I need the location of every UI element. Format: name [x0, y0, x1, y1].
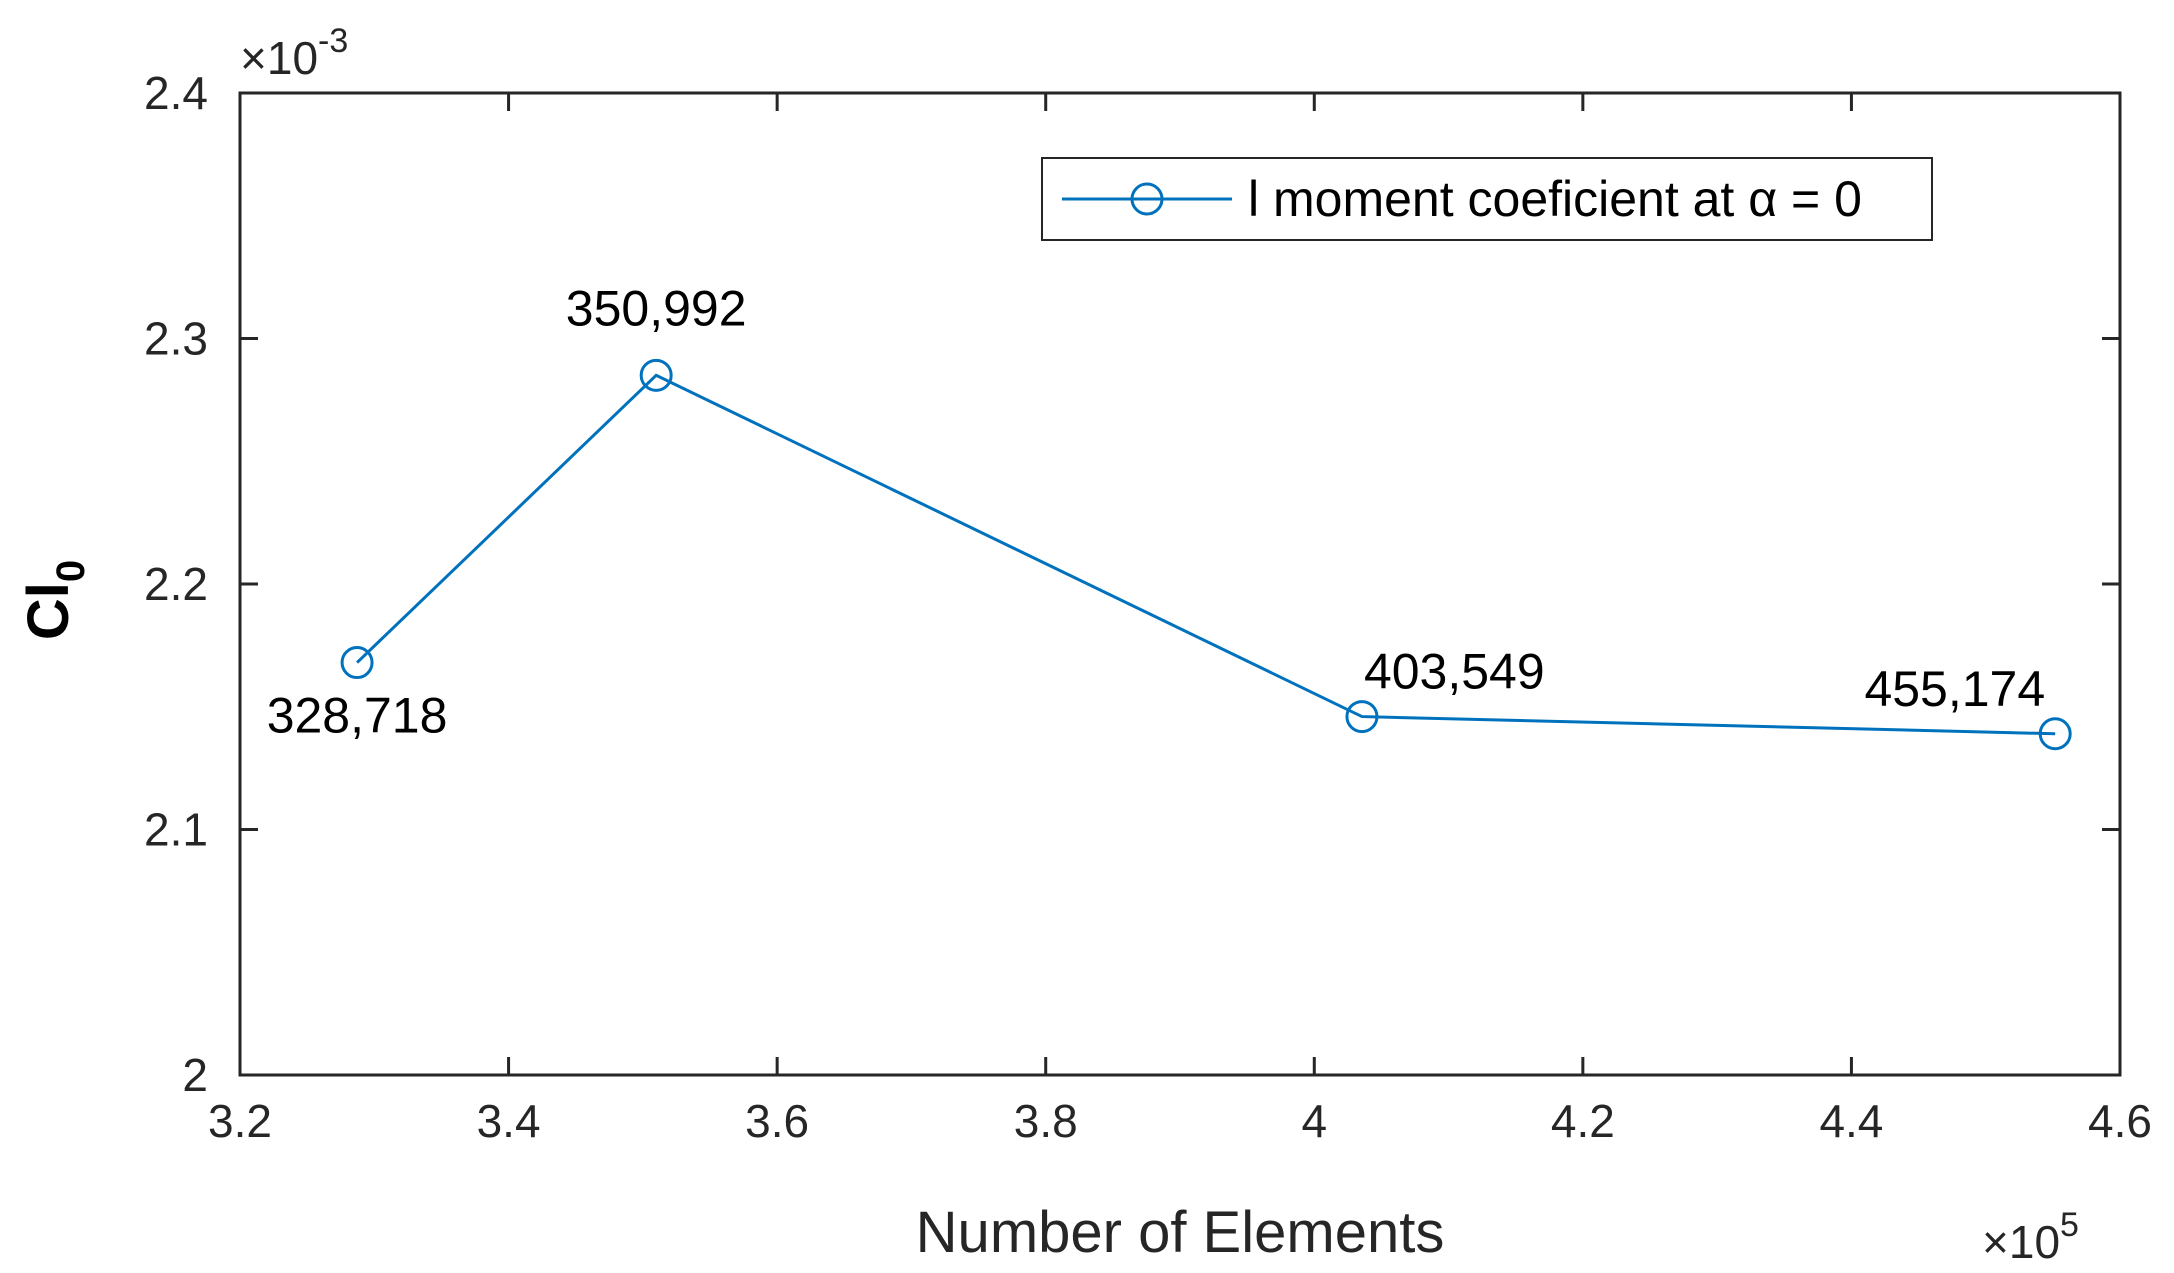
x-tick-label: 3.6: [745, 1095, 809, 1147]
data-point: [2038, 717, 2072, 751]
x-tick-label: 4.6: [2088, 1095, 2152, 1147]
y-tick-label: 2: [182, 1049, 208, 1101]
series-layer: [340, 358, 2072, 751]
data-point: [340, 646, 374, 680]
series-line: [356, 373, 2056, 736]
y-multiplier: ×10-3: [240, 22, 348, 84]
x-multiplier: ×105: [1982, 1206, 2079, 1268]
data-label: 403,549: [1364, 644, 1545, 700]
point-annotations: 328,718 350,992 403,549 455,174: [267, 280, 2045, 743]
y-tick-label: 2.3: [144, 313, 208, 365]
x-tick-label: 3.4: [477, 1095, 541, 1147]
x-tick-label: 4.4: [1819, 1095, 1883, 1147]
y-tick-label: 2.4: [144, 67, 208, 119]
legend: l moment coeficient at α = 0: [1041, 157, 1933, 241]
plot-area: [238, 91, 2122, 1077]
y-tick-label: 2.2: [144, 558, 208, 610]
data-point: [639, 358, 673, 392]
x-tick-label: 3.2: [208, 1095, 272, 1147]
x-axis-label: Number of Elements: [916, 1200, 1445, 1265]
data-label: 328,718: [267, 688, 448, 744]
axis-ticks: 3.2 3.4 3.6 3.8 4 4.2 4.4 4.6 2 2.1 2.2 2.3 2.4: [144, 67, 2152, 1147]
data-label: 455,174: [1864, 661, 2045, 717]
x-tick-label: 4: [1301, 1095, 1327, 1147]
data-point: [1345, 700, 1379, 734]
legend-marker: [1130, 182, 1164, 216]
legend-entry: l moment coeficient at α = 0: [1248, 171, 1862, 227]
y-axis-label: Cl0: [16, 560, 93, 640]
x-tick-label: 3.8: [1014, 1095, 1078, 1147]
y-tick-label: 2.1: [144, 804, 208, 856]
data-label: 350,992: [566, 280, 747, 336]
x-tick-label: 4.2: [1551, 1095, 1615, 1147]
